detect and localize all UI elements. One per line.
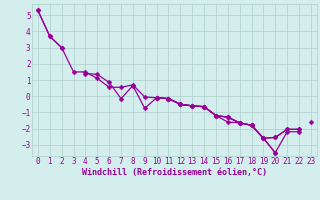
X-axis label: Windchill (Refroidissement éolien,°C): Windchill (Refroidissement éolien,°C) (82, 168, 267, 177)
